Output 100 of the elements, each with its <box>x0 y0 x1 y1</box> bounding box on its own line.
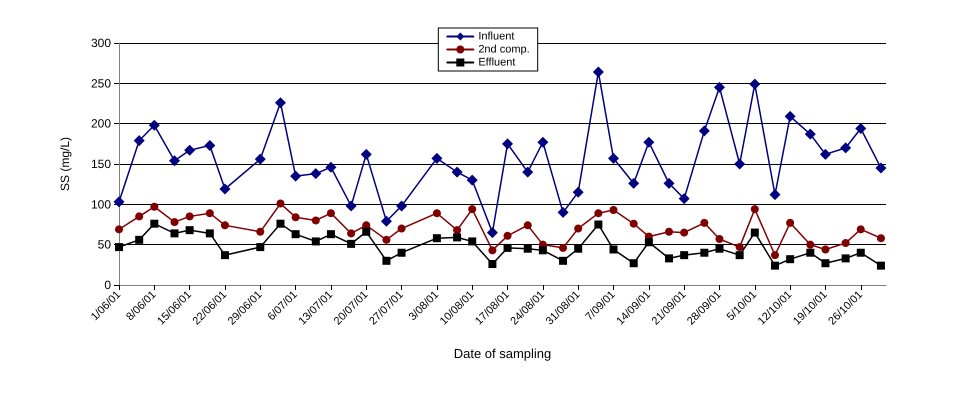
point <box>452 166 463 178</box>
point <box>398 224 406 233</box>
point <box>804 128 816 140</box>
point <box>842 239 850 248</box>
point <box>468 205 476 214</box>
point <box>876 262 885 270</box>
point <box>148 120 160 131</box>
point <box>186 226 194 234</box>
y-tick-label: 300 <box>90 36 112 50</box>
point <box>680 251 688 260</box>
point <box>664 178 675 189</box>
point <box>347 240 356 248</box>
point <box>749 78 760 90</box>
legend-label: 2nd comp. <box>478 44 530 56</box>
point <box>504 244 512 252</box>
point <box>820 148 831 160</box>
point <box>254 154 266 165</box>
point <box>186 212 194 220</box>
point <box>204 140 216 151</box>
point <box>326 209 335 218</box>
point <box>594 209 602 218</box>
point <box>276 220 284 228</box>
point <box>360 148 372 160</box>
point <box>346 200 357 212</box>
point <box>700 218 708 227</box>
point <box>310 168 322 180</box>
point <box>821 259 830 268</box>
y-tick-label: 250 <box>90 76 112 90</box>
point <box>806 240 814 249</box>
point <box>538 246 547 254</box>
point <box>644 238 653 246</box>
point <box>488 246 496 254</box>
point <box>488 260 496 268</box>
point <box>150 220 158 228</box>
legend-label: Effluent <box>478 56 516 68</box>
y-axis-title: SS (mg/L) <box>58 136 72 192</box>
point <box>665 254 674 262</box>
point <box>855 123 866 134</box>
point <box>770 262 779 270</box>
point <box>115 225 123 234</box>
point <box>219 184 230 195</box>
point <box>466 174 478 186</box>
point <box>524 221 532 230</box>
point <box>170 229 179 238</box>
x-axis-title: Date of sampling <box>454 346 552 361</box>
point <box>220 221 229 230</box>
point <box>769 189 780 200</box>
point <box>643 136 654 148</box>
point <box>750 228 759 237</box>
y-tick-label: 200 <box>90 116 112 131</box>
point <box>714 82 725 93</box>
point <box>840 142 852 154</box>
point <box>876 234 885 242</box>
point <box>504 232 512 240</box>
point <box>502 138 514 150</box>
point <box>135 236 144 244</box>
point <box>432 209 441 218</box>
point <box>700 248 708 257</box>
point <box>680 228 688 237</box>
point <box>468 237 476 246</box>
point <box>274 97 286 108</box>
point <box>453 233 462 242</box>
point <box>875 162 886 174</box>
point <box>170 218 179 226</box>
point <box>770 251 779 260</box>
point <box>524 244 532 253</box>
point <box>559 256 568 265</box>
point <box>856 248 865 257</box>
point <box>256 243 264 252</box>
point <box>206 209 214 218</box>
point <box>453 226 462 234</box>
point <box>537 136 548 148</box>
point <box>715 244 724 253</box>
point <box>608 152 620 164</box>
point <box>806 248 814 257</box>
point <box>134 135 145 146</box>
point <box>610 206 618 214</box>
point <box>592 66 604 78</box>
point <box>842 254 850 262</box>
point <box>432 234 441 242</box>
point <box>698 125 710 136</box>
point <box>292 230 300 238</box>
point <box>312 237 320 246</box>
point <box>784 110 796 122</box>
point <box>396 200 408 212</box>
point <box>326 230 335 238</box>
point <box>574 244 582 253</box>
point <box>628 178 640 189</box>
point <box>786 255 794 264</box>
point <box>206 229 214 238</box>
point <box>750 205 759 214</box>
point <box>431 152 442 164</box>
point <box>630 259 638 268</box>
point <box>715 235 724 244</box>
point <box>574 224 582 233</box>
point <box>135 212 144 220</box>
point <box>276 200 284 208</box>
point <box>736 243 744 252</box>
point <box>594 220 602 228</box>
point <box>380 216 392 227</box>
